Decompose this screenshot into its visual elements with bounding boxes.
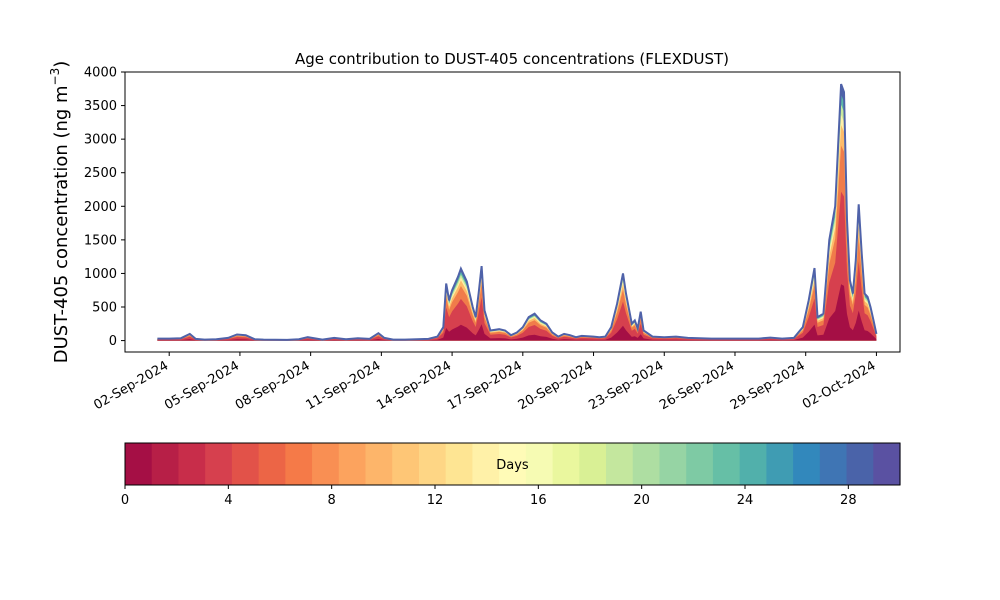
colorbar-cell (632, 443, 661, 485)
y-axis-label-main: DUST-405 concentration (ng m (51, 85, 72, 363)
age-layer-4d (157, 191, 877, 341)
colorbar-cell (606, 443, 634, 485)
plot-area: 0 500 1000 1500 2000 2500 3000 3500 4000 02-Sep-… (84, 66, 901, 413)
y-tick-label: 2500 (84, 166, 117, 181)
colorbar-cell (552, 443, 580, 485)
colorbar-cell (312, 443, 340, 485)
y-axis-label: DUST-405 concentration (ng m−3) (48, 61, 72, 364)
plot-frame (124, 71, 901, 353)
y-tick-label: 1500 (84, 233, 117, 248)
x-tick-label: 23-Sep-2024 (586, 358, 666, 413)
colorbar-cell (151, 443, 180, 485)
y-tick-label: 3000 (84, 133, 117, 148)
colorbar-tick-label: 12 (427, 493, 444, 508)
colorbar-cell (392, 443, 420, 485)
y-ticks: 0 500 1000 1500 2000 2500 3000 3500 4000 (84, 66, 125, 349)
colorbar-cell (686, 443, 714, 485)
colorbar-cell (846, 443, 874, 485)
x-tick-label: 02-Sep-2024 (91, 358, 171, 413)
colorbar-cell (739, 443, 767, 485)
colorbar-cell (499, 443, 527, 485)
x-tick-label: 17-Sep-2024 (445, 358, 525, 413)
colorbar-cell (205, 443, 233, 485)
colorbar-cell (873, 443, 901, 485)
colorbar-tick-label: 0 (121, 493, 129, 508)
chart-title: Age contribution to DUST-405 concentrati… (295, 50, 729, 68)
y-tick-label: 3500 (84, 99, 117, 114)
colorbar-cell (231, 443, 260, 485)
y-axis-label-superscript: −3 (48, 68, 62, 86)
colorbar-cell (659, 443, 687, 485)
x-tick-label: 05-Sep-2024 (162, 358, 242, 413)
colorbar-ticks: 0 4 8 12 16 20 24 28 (121, 485, 857, 508)
colorbar-cell (525, 443, 554, 485)
x-tick-label: 08-Sep-2024 (233, 358, 313, 413)
colorbar-frame (124, 442, 901, 486)
age-layer-10d (157, 125, 877, 341)
x-ticks: 02-Sep-202405-Sep-202408-Sep-202411-Sep-… (91, 352, 878, 413)
x-tick-label: 20-Sep-2024 (516, 358, 596, 413)
age-layer-16d (157, 114, 877, 341)
colorbar-cell (766, 443, 794, 485)
colorbar-cell (365, 443, 393, 485)
colorbar-label: Days (496, 458, 529, 473)
y-tick-label: 4000 (84, 66, 117, 81)
age-layer-22d (157, 104, 877, 341)
x-tick-label: 14-Sep-2024 (374, 358, 454, 413)
colorbar-cell (712, 443, 741, 485)
x-tick-label: 29-Sep-2024 (728, 358, 808, 413)
colorbar-tick-label: 4 (224, 493, 232, 508)
total-outline (157, 83, 878, 341)
age-layer-6d (157, 145, 877, 341)
age-layer-26d (157, 94, 877, 341)
age-layer-30d (157, 84, 877, 341)
colorbar-cell (445, 443, 474, 485)
y-tick-label: 500 (92, 301, 117, 316)
colorbar-cell (819, 443, 848, 485)
colorbar-cell (258, 443, 286, 485)
x-tick-label: 26-Sep-2024 (657, 358, 737, 413)
colorbar-cell (338, 443, 367, 485)
colorbar-tick-label: 16 (530, 493, 547, 508)
colorbar-tick-label: 28 (840, 493, 857, 508)
colorbar-cells (125, 443, 901, 485)
colorbar-cell (472, 443, 500, 485)
y-axis-label-close: ) (51, 61, 72, 68)
colorbar-tick-label: 24 (737, 493, 754, 508)
colorbar-tick-label: 8 (328, 493, 336, 508)
colorbar-tick-label: 20 (633, 493, 650, 508)
colorbar-cell (418, 443, 447, 485)
area-layers (157, 84, 877, 341)
y-tick-label: 0 (109, 334, 117, 349)
colorbar-cell (178, 443, 206, 485)
x-tick-label: 02-Oct-2024 (800, 358, 878, 412)
colorbar-cell (579, 443, 607, 485)
colorbar-cell (125, 443, 153, 485)
x-tick-label: 11-Sep-2024 (304, 358, 384, 413)
colorbar-cell (793, 443, 821, 485)
y-tick-label: 2000 (84, 200, 117, 215)
colorbar-cell (285, 443, 313, 485)
y-tick-label: 1000 (84, 267, 117, 282)
colorbar: Days 0 4 8 12 16 20 24 28 (121, 442, 901, 508)
